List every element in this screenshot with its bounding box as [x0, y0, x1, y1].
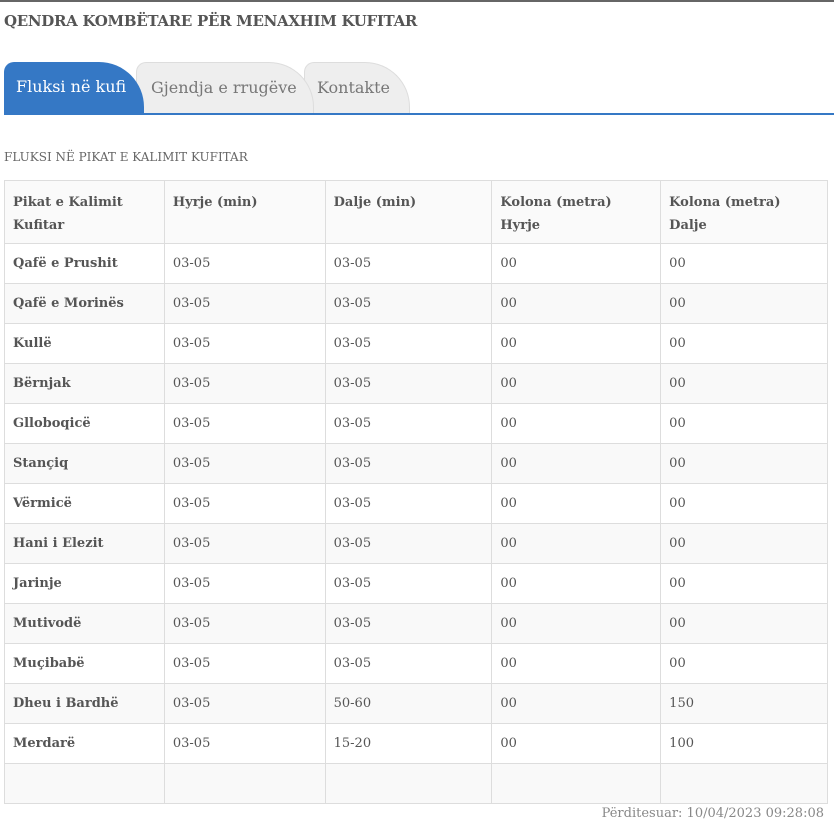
column-header: Hyrje (min) [163, 180, 326, 244]
table-cell: 03-05 [163, 683, 326, 724]
table-row: Vërmicë 03-05 03-05 00 00 [4, 483, 828, 524]
table-row: Bërnjak 03-05 03-05 00 00 [4, 363, 828, 404]
table-cell: 03-05 [324, 603, 493, 644]
table-cell: 00 [660, 243, 828, 284]
table-row: Qafë e Prushit 03-05 03-05 00 00 [4, 243, 828, 284]
table-cell: 00 [491, 523, 662, 564]
table-cell: 00 [491, 563, 662, 604]
tab-fluksi-ne-kufi[interactable]: Fluksi në kufi [4, 62, 144, 113]
column-header: Kolona (metra) Dalje [660, 180, 828, 244]
table-cell: 00 [491, 643, 662, 684]
crossing-name: Dheu i Bardhë [4, 683, 165, 724]
crossing-name: Stançiq [4, 443, 165, 484]
table-cell: 03-05 [163, 723, 326, 764]
table-cell: 15-20 [324, 723, 493, 764]
table-cell: 03-05 [324, 363, 493, 404]
table-cell [163, 763, 326, 804]
table-cell: 03-05 [163, 243, 326, 284]
table-cell: 00 [491, 723, 662, 764]
table-cell: 03-05 [324, 643, 493, 684]
table-cell: 00 [660, 363, 828, 404]
table-cell: 03-05 [163, 523, 326, 564]
table-cell: 150 [660, 683, 828, 724]
table-cell: 03-05 [324, 283, 493, 324]
column-header: Pikat e Kalimit Kufitar [4, 180, 165, 244]
table-cell: 03-05 [163, 603, 326, 644]
table-cell: 00 [660, 323, 828, 364]
table-cell: 03-05 [163, 443, 326, 484]
table-cell: 50-60 [324, 683, 493, 724]
table-cell: 100 [660, 723, 828, 764]
crossing-name: Jarinje [4, 563, 165, 604]
table-cell: 00 [660, 443, 828, 484]
table-cell: 00 [491, 403, 662, 444]
table-cell: 00 [660, 643, 828, 684]
crossing-name: Bërnjak [4, 363, 165, 404]
crossing-name: Qafë e Prushit [4, 243, 165, 284]
last-updated: Përditesuar: 10/04/2023 09:28:08 [601, 806, 824, 821]
table-cell: 00 [491, 603, 662, 644]
table-row: Qafë e Morinës 03-05 03-05 00 00 [4, 283, 828, 324]
crossing-name: Muçibabë [4, 643, 165, 684]
table-cell: 03-05 [324, 523, 493, 564]
crossing-name: Kullë [4, 323, 165, 364]
table-cell [324, 763, 493, 804]
column-header: Kolona (metra) Hyrje [491, 180, 662, 244]
column-header: Dalje (min) [324, 180, 493, 244]
table-row: Mutivodë 03-05 03-05 00 00 [4, 603, 828, 644]
tab-kontakte[interactable]: Kontakte [304, 62, 410, 113]
border-flux-table: Pikat e Kalimit Kufitar Hyrje (min) Dalje … [4, 180, 828, 804]
tab-bar: Kontakte Gjendja e rrugëve Fluksi në kuf… [4, 62, 834, 115]
table-cell: 03-05 [163, 283, 326, 324]
table-cell: 00 [660, 603, 828, 644]
crossing-name: Mutivodë [4, 603, 165, 644]
table-cell: 03-05 [163, 363, 326, 404]
section-title: FLUKSI NË PIKAT E KALIMIT KUFITAR [4, 150, 248, 164]
table-row: Jarinje 03-05 03-05 00 00 [4, 563, 828, 604]
table-cell: 03-05 [163, 483, 326, 524]
table-cell: 03-05 [163, 403, 326, 444]
table-cell: 03-05 [324, 243, 493, 284]
table-cell: 00 [660, 483, 828, 524]
table-cell: 03-05 [324, 323, 493, 364]
table-row: Hani i Elezit 03-05 03-05 00 00 [4, 523, 828, 564]
table-cell: 00 [660, 403, 828, 444]
crossing-name: Vërmicë [4, 483, 165, 524]
table-cell: 00 [491, 683, 662, 724]
table-cell [491, 763, 662, 804]
table-cell: 00 [660, 283, 828, 324]
table-row: Glloboqicë 03-05 03-05 00 00 [4, 403, 828, 444]
table-cell [660, 763, 828, 804]
table-cell: 00 [491, 363, 662, 404]
table-cell: 03-05 [324, 443, 493, 484]
top-divider [0, 0, 834, 2]
table-row: Stançiq 03-05 03-05 00 00 [4, 443, 828, 484]
table-row: Dheu i Bardhë 03-05 50-60 00 150 [4, 683, 828, 724]
page-title: QENDRA KOMBËTARE PËR MENAXHIM KUFITAR [4, 12, 418, 30]
table-cell: 00 [491, 243, 662, 284]
table-cell: 03-05 [324, 563, 493, 604]
crossing-name: Merdarë [4, 723, 165, 764]
table-cell: 00 [660, 563, 828, 604]
table-row: Muçibabë 03-05 03-05 00 00 [4, 643, 828, 684]
table-cell: 03-05 [163, 643, 326, 684]
table-cell: 00 [491, 483, 662, 524]
crossing-name: Qafë e Morinës [4, 283, 165, 324]
tab-gjendja-e-rrugeve[interactable]: Gjendja e rrugëve [136, 62, 314, 113]
crossing-name: Hani i Elezit [4, 523, 165, 564]
table-cell: 00 [491, 443, 662, 484]
table-cell: 03-05 [163, 563, 326, 604]
table-cell: 00 [491, 323, 662, 364]
table-row: Kullë 03-05 03-05 00 00 [4, 323, 828, 364]
table-row [4, 763, 828, 804]
table-cell: 00 [660, 523, 828, 564]
table-cell: 03-05 [163, 323, 326, 364]
table-cell: 03-05 [324, 403, 493, 444]
table-cell: 00 [491, 283, 662, 324]
table-row: Merdarë 03-05 15-20 00 100 [4, 723, 828, 764]
crossing-name: Glloboqicë [4, 403, 165, 444]
table-cell: 03-05 [324, 483, 493, 524]
crossing-name [4, 763, 165, 804]
